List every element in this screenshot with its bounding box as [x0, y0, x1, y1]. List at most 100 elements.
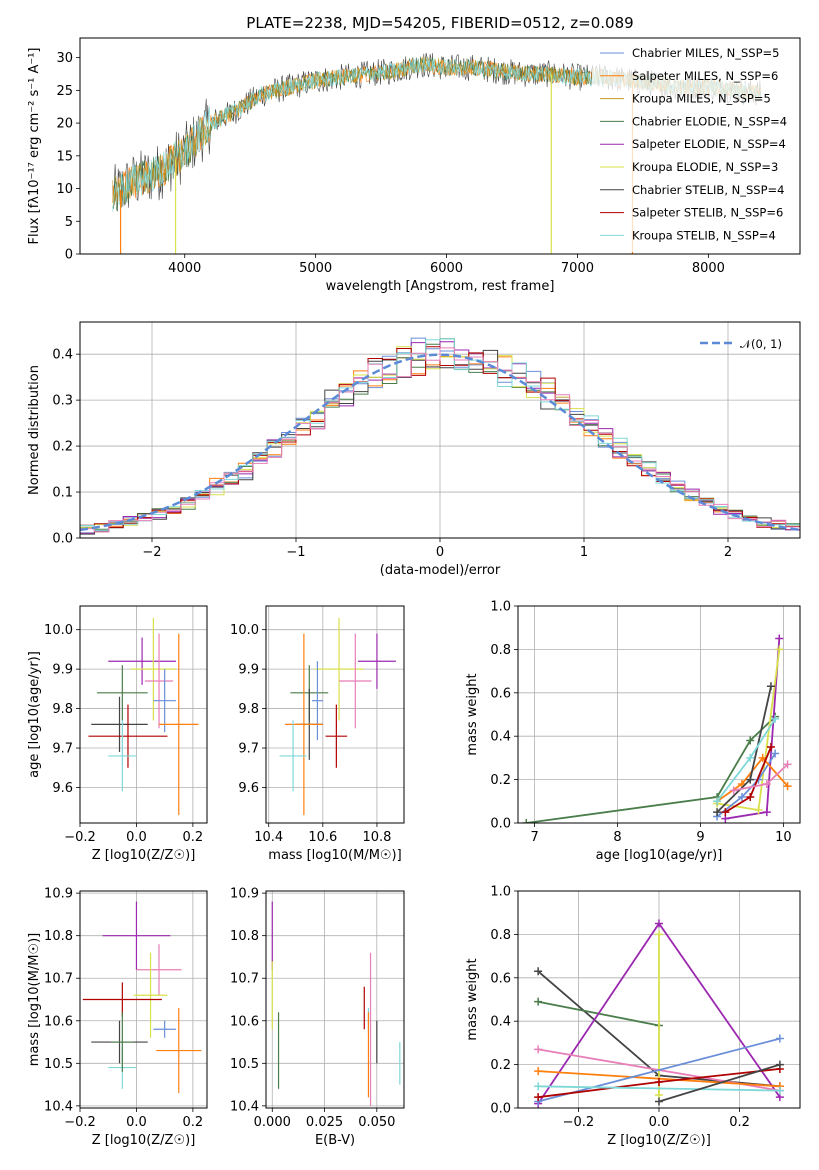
- plot-area: [534, 919, 784, 1108]
- series-marker: [746, 753, 755, 762]
- series-marker: [713, 797, 722, 806]
- series-marker: [775, 1060, 784, 1069]
- y-axis-label: mass [log10(M/M☉)]: [27, 933, 42, 1066]
- y-tick-label: 0.8: [490, 643, 511, 658]
- y-tick-label: 9.9: [52, 663, 73, 678]
- y-tick-label: 9.6: [238, 781, 259, 796]
- y-tick-label: 0.6: [490, 686, 511, 701]
- axes-frame: [79, 605, 208, 824]
- chart-age_vs_mass: 10.4 10.6 10.8 9.6 9.7 9.8 9.9 10.0 mass [log10(…: [230, 605, 405, 863]
- legend-label: Kroupa ELODIE, N_SSP=3: [632, 160, 778, 174]
- figure-title: PLATE=2238, MJD=54205, FIBERID=0512, z=0…: [246, 14, 633, 32]
- y-tick-label: 0.0: [490, 1102, 511, 1117]
- series-line: [526, 716, 776, 823]
- x-tick-label: 0: [436, 545, 444, 560]
- series-marker: [783, 782, 792, 791]
- x-tick-label: 7: [530, 830, 538, 845]
- y-tick-label: 9.6: [52, 781, 73, 796]
- series-line: [537, 1037, 781, 1103]
- y-axis-label: Flux [fλ10⁻¹⁷ erg cm⁻² s⁻¹ A⁻¹]: [27, 48, 42, 245]
- series-marker: [775, 1034, 784, 1043]
- y-tick-label: 9.8: [52, 702, 73, 717]
- x-tick-label: 2: [724, 545, 732, 560]
- plot-area: [522, 634, 792, 823]
- series-marker: [775, 634, 784, 643]
- series-marker: [771, 714, 780, 723]
- y-tick-label: 5: [65, 215, 73, 230]
- chart-weight_vs_age: 7 8 9 10 0.0 0.2 0.4 0.6 0.8 1.0 age [log10(age/yr…: [465, 600, 801, 863]
- series-marker: [762, 808, 771, 817]
- chart-residuals: −2 −1 0 1 2 0.0 0.1 0.2 0.3 0.4 (data-model)/error…: [27, 321, 801, 578]
- y-tick-label: 0.4: [52, 348, 73, 363]
- x-tick-label: −0.2: [563, 1115, 595, 1130]
- series-marker: [737, 792, 746, 801]
- x-tick-label: 7000: [561, 261, 594, 276]
- series-marker: [655, 1097, 663, 1106]
- series-marker: [762, 779, 771, 788]
- y-tick-label: 10.5: [44, 1057, 73, 1072]
- y-tick-label: 0.8: [490, 928, 511, 943]
- x-tick-label: −2: [142, 545, 161, 560]
- series-marker: [534, 967, 543, 976]
- y-tick-label: 0.0: [52, 532, 73, 547]
- normal-curve: [80, 353, 800, 532]
- axes-frame: [517, 890, 801, 1109]
- chart-mass_vs_ebv: 0.000 0.025 0.050 10.4 10.5 10.6 10.7 10.8 10.9 E…: [230, 887, 405, 1148]
- series-marker: [766, 682, 775, 691]
- y-tick-label: 30: [56, 51, 73, 66]
- y-tick-label: 9.7: [52, 742, 73, 757]
- legend-label: Kroupa STELIB, N_SSP=4: [632, 228, 776, 242]
- y-tick-label: 10.0: [44, 623, 73, 638]
- y-tick-label: 9.7: [238, 742, 259, 757]
- x-tick-label: 0.025: [306, 1115, 343, 1130]
- x-axis-label: Z [log10(Z/Z☉)]: [607, 1133, 711, 1148]
- histogram-step: [80, 347, 800, 533]
- x-tick-label: 0.0: [126, 1115, 147, 1130]
- plot-area: [88, 617, 199, 816]
- y-tick-label: 0.2: [490, 1058, 511, 1073]
- series-marker: [771, 749, 780, 758]
- series-marker: [713, 808, 722, 817]
- x-tick-label: −0.2: [64, 830, 96, 845]
- x-tick-label: 8: [613, 830, 621, 845]
- y-tick-label: 0.4: [490, 1015, 511, 1030]
- series-marker: [655, 1077, 663, 1086]
- y-tick-label: 10.8: [44, 929, 73, 944]
- x-tick-label: 5000: [299, 261, 332, 276]
- plot-area: [271, 901, 401, 1106]
- series-marker: [729, 786, 738, 795]
- series-line: [538, 1085, 780, 1092]
- y-tick-label: 0.2: [52, 440, 73, 455]
- axes-frame: [265, 890, 405, 1109]
- legend-label: Salpeter MILES, N_SSP=6: [632, 69, 778, 83]
- x-axis-label: (data-model)/error: [380, 563, 501, 578]
- y-tick-label: 10.0: [230, 623, 259, 638]
- chart-weight_vs_Z: −0.2 0.0 0.2 0.0 0.2 0.4 0.6 0.8 1.0 Z [log10(Z/Z…: [465, 885, 801, 1148]
- y-tick-label: 25: [56, 84, 73, 99]
- x-tick-label: 0.2: [183, 1115, 204, 1130]
- y-tick-label: 10.6: [230, 1014, 259, 1029]
- y-tick-label: 1.0: [490, 600, 511, 615]
- y-tick-label: 10.7: [44, 972, 73, 987]
- x-tick-label: 9: [696, 830, 704, 845]
- series-line: [716, 649, 781, 812]
- y-axis-label: mass weight: [465, 958, 480, 1040]
- x-axis-label: E(B-V): [315, 1133, 355, 1148]
- y-tick-label: 0.4: [490, 730, 511, 745]
- series-marker: [766, 743, 775, 752]
- x-tick-label: 8000: [692, 261, 725, 276]
- legend-label: Chabrier MILES, N_SSP=5: [632, 46, 779, 60]
- y-tick-label: 0.3: [52, 394, 73, 409]
- series-marker: [655, 919, 663, 928]
- y-tick-label: 10: [56, 182, 73, 197]
- plot-area: [82, 901, 202, 1094]
- x-axis-label: wavelength [Angstrom, rest frame]: [326, 279, 555, 294]
- legend-label: Salpeter STELIB, N_SSP=6: [632, 206, 783, 220]
- y-tick-label: 10.9: [230, 887, 259, 902]
- series-marker: [534, 1045, 543, 1054]
- series-line: [658, 1063, 781, 1103]
- chart-mass_vs_Z: −0.2 0.0 0.2 10.4 10.5 10.6 10.7 10.8 10.9 Z [log…: [27, 887, 208, 1148]
- axes-frame: [79, 321, 801, 539]
- series-marker: [534, 1093, 543, 1102]
